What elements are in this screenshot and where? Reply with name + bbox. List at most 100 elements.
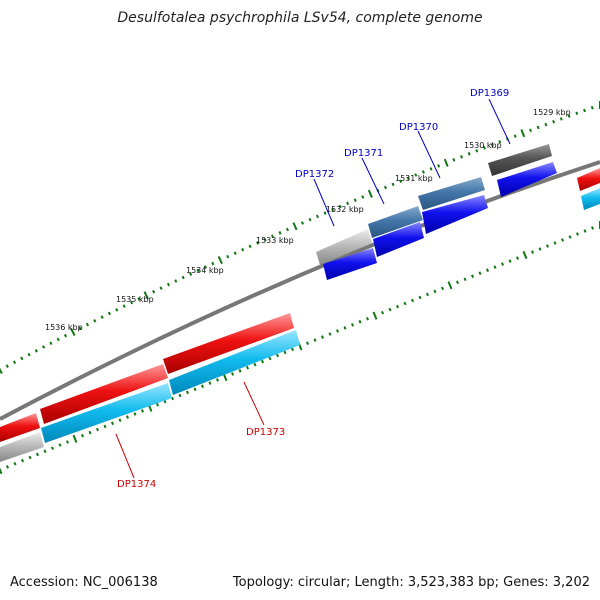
- minor-tick: [559, 117, 563, 121]
- minor-tick: [323, 211, 327, 215]
- kbp-label-1529: 1529 kbp: [533, 108, 571, 117]
- gene-label-dp1369[interactable]: DP1369: [470, 88, 509, 99]
- minor-tick: [233, 251, 237, 255]
- gene-bar-dp1374-top[interactable]: [40, 364, 168, 424]
- minor-tick: [313, 338, 317, 342]
- minor-tick: [361, 195, 365, 199]
- minor-tick: [118, 418, 122, 422]
- minor-tick: [437, 164, 441, 168]
- minor-tick: [226, 254, 230, 259]
- minor-tick: [331, 208, 335, 212]
- minor-tick: [178, 393, 182, 398]
- minor-tick: [320, 335, 325, 339]
- gene-bar-dp1371[interactable]: [368, 206, 423, 238]
- minor-tick: [328, 332, 332, 336]
- minor-tick: [13, 461, 17, 466]
- gene-bar-left-gray[interactable]: [0, 432, 44, 462]
- minor-tick: [343, 326, 347, 330]
- minor-tick: [406, 176, 410, 180]
- major-tick: [0, 367, 3, 374]
- minor-tick: [538, 247, 542, 251]
- minor-tick: [125, 415, 130, 419]
- minor-tick: [133, 412, 137, 416]
- minor-tick: [460, 155, 464, 159]
- minor-tick: [410, 298, 415, 303]
- minor-tick: [20, 356, 24, 361]
- minor-tick: [263, 237, 267, 242]
- minor-tick: [380, 310, 385, 315]
- minor-tick: [455, 280, 460, 285]
- minor-tick: [536, 125, 540, 130]
- minor-tick: [545, 244, 550, 248]
- gene-bar-dp1370[interactable]: [418, 177, 485, 210]
- minor-tick: [122, 304, 126, 308]
- gene-bar-right-red[interactable]: [577, 168, 600, 191]
- minor-tick: [275, 353, 280, 358]
- minor-tick: [268, 356, 272, 361]
- gene-label-dp1373[interactable]: DP1373: [246, 427, 285, 438]
- minor-tick: [475, 149, 479, 153]
- minor-tick: [482, 146, 486, 150]
- minor-tick: [305, 341, 310, 345]
- gene-bar-blue-4[interactable]: [323, 248, 377, 280]
- minor-tick: [12, 360, 17, 365]
- minor-tick: [211, 261, 215, 266]
- minor-tick: [285, 227, 290, 232]
- minor-tick: [100, 315, 104, 319]
- minor-tick: [50, 446, 55, 450]
- minor-tick: [433, 289, 437, 294]
- minor-tick: [575, 111, 579, 116]
- gene-bar-cyan-1[interactable]: [169, 330, 300, 395]
- gene-label-dp1371[interactable]: DP1371: [344, 148, 383, 159]
- minor-tick: [110, 421, 115, 426]
- minor-tick: [140, 409, 145, 413]
- minor-tick: [335, 329, 340, 333]
- minor-tick: [290, 347, 295, 352]
- outer-scale-ring: [0, 101, 600, 374]
- minor-tick: [5, 465, 10, 469]
- minor-tick: [185, 390, 190, 395]
- inner-scale-ring: [0, 221, 600, 475]
- gene-bar-blue-1[interactable]: [497, 162, 557, 197]
- gene-bar-dp1373-top[interactable]: [163, 313, 294, 374]
- minor-tick: [425, 292, 430, 297]
- minor-tick: [452, 158, 456, 162]
- kbp-label-1535: 1535 kbp: [116, 295, 154, 304]
- minor-tick: [129, 300, 134, 305]
- minor-tick: [567, 114, 571, 118]
- gene-label-dp1372[interactable]: DP1372: [295, 169, 334, 180]
- minor-tick: [490, 143, 494, 147]
- gene-bar-right-cyan[interactable]: [581, 188, 600, 210]
- minor-tick: [63, 333, 68, 338]
- minor-tick: [300, 221, 305, 225]
- gene-bar-dp1369[interactable]: [488, 144, 552, 176]
- gene-label-dp1370[interactable]: DP1370: [399, 122, 438, 133]
- kbp-label-1532: 1532 kbp: [326, 205, 364, 214]
- minor-tick: [200, 384, 205, 388]
- minor-tick: [189, 272, 193, 276]
- minor-tick: [515, 256, 520, 260]
- gene-labels: DP1369 DP1370 DP1371 DP1372 DP1373 DP137…: [117, 88, 509, 490]
- major-tick: [0, 467, 3, 475]
- minor-tick: [115, 308, 119, 312]
- minor-tick: [230, 372, 235, 376]
- minor-tick: [193, 387, 197, 392]
- gene-label-dp1374[interactable]: DP1374: [117, 479, 156, 490]
- minor-tick: [170, 396, 175, 401]
- kbp-label-1533: 1533 kbp: [256, 236, 294, 245]
- gene-bar-dp1372[interactable]: [316, 229, 372, 265]
- minor-tick: [56, 337, 60, 342]
- minor-tick: [215, 378, 220, 382]
- minor-tick: [93, 319, 97, 323]
- minor-tick: [493, 265, 497, 269]
- gene-bar-blue-2[interactable]: [422, 195, 488, 234]
- minor-tick: [49, 341, 53, 346]
- minor-tick: [508, 259, 512, 263]
- minor-tick: [530, 250, 535, 254]
- gene-bar-cyan-2[interactable]: [41, 383, 172, 443]
- minor-tick: [529, 128, 532, 133]
- minor-tick: [553, 241, 557, 245]
- minor-tick: [498, 140, 502, 144]
- gene-bar-left-red[interactable]: [0, 413, 40, 442]
- gene-bar-blue-3[interactable]: [373, 222, 424, 257]
